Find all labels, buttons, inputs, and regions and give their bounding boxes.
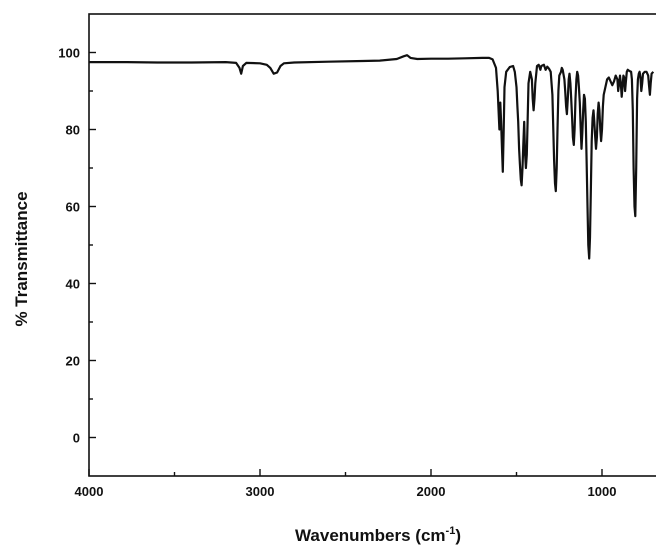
y-tick-label: 80	[66, 123, 80, 138]
x-axis-title: Wavenumbers (cm-1)	[295, 525, 461, 545]
x-tick-label: 3000	[246, 484, 275, 499]
x-tick-label: 2000	[417, 484, 446, 499]
x-tick-label: 1000	[588, 484, 617, 499]
x-tick-label: 4000	[75, 484, 104, 499]
y-tick-label: 100	[58, 46, 80, 61]
y-axis-title: % Transmittance	[12, 191, 31, 326]
transmittance-series-line	[89, 54, 655, 260]
y-tick-label: 0	[73, 431, 80, 446]
y-tick-label: 40	[66, 277, 80, 292]
y-tick-label: 60	[66, 200, 80, 215]
axis-tick-labels: 4000 3000 2000 1000 0 20 40 60 80 100	[58, 46, 616, 500]
axis-ticks	[88, 51, 603, 476]
y-tick-label: 20	[66, 354, 80, 369]
